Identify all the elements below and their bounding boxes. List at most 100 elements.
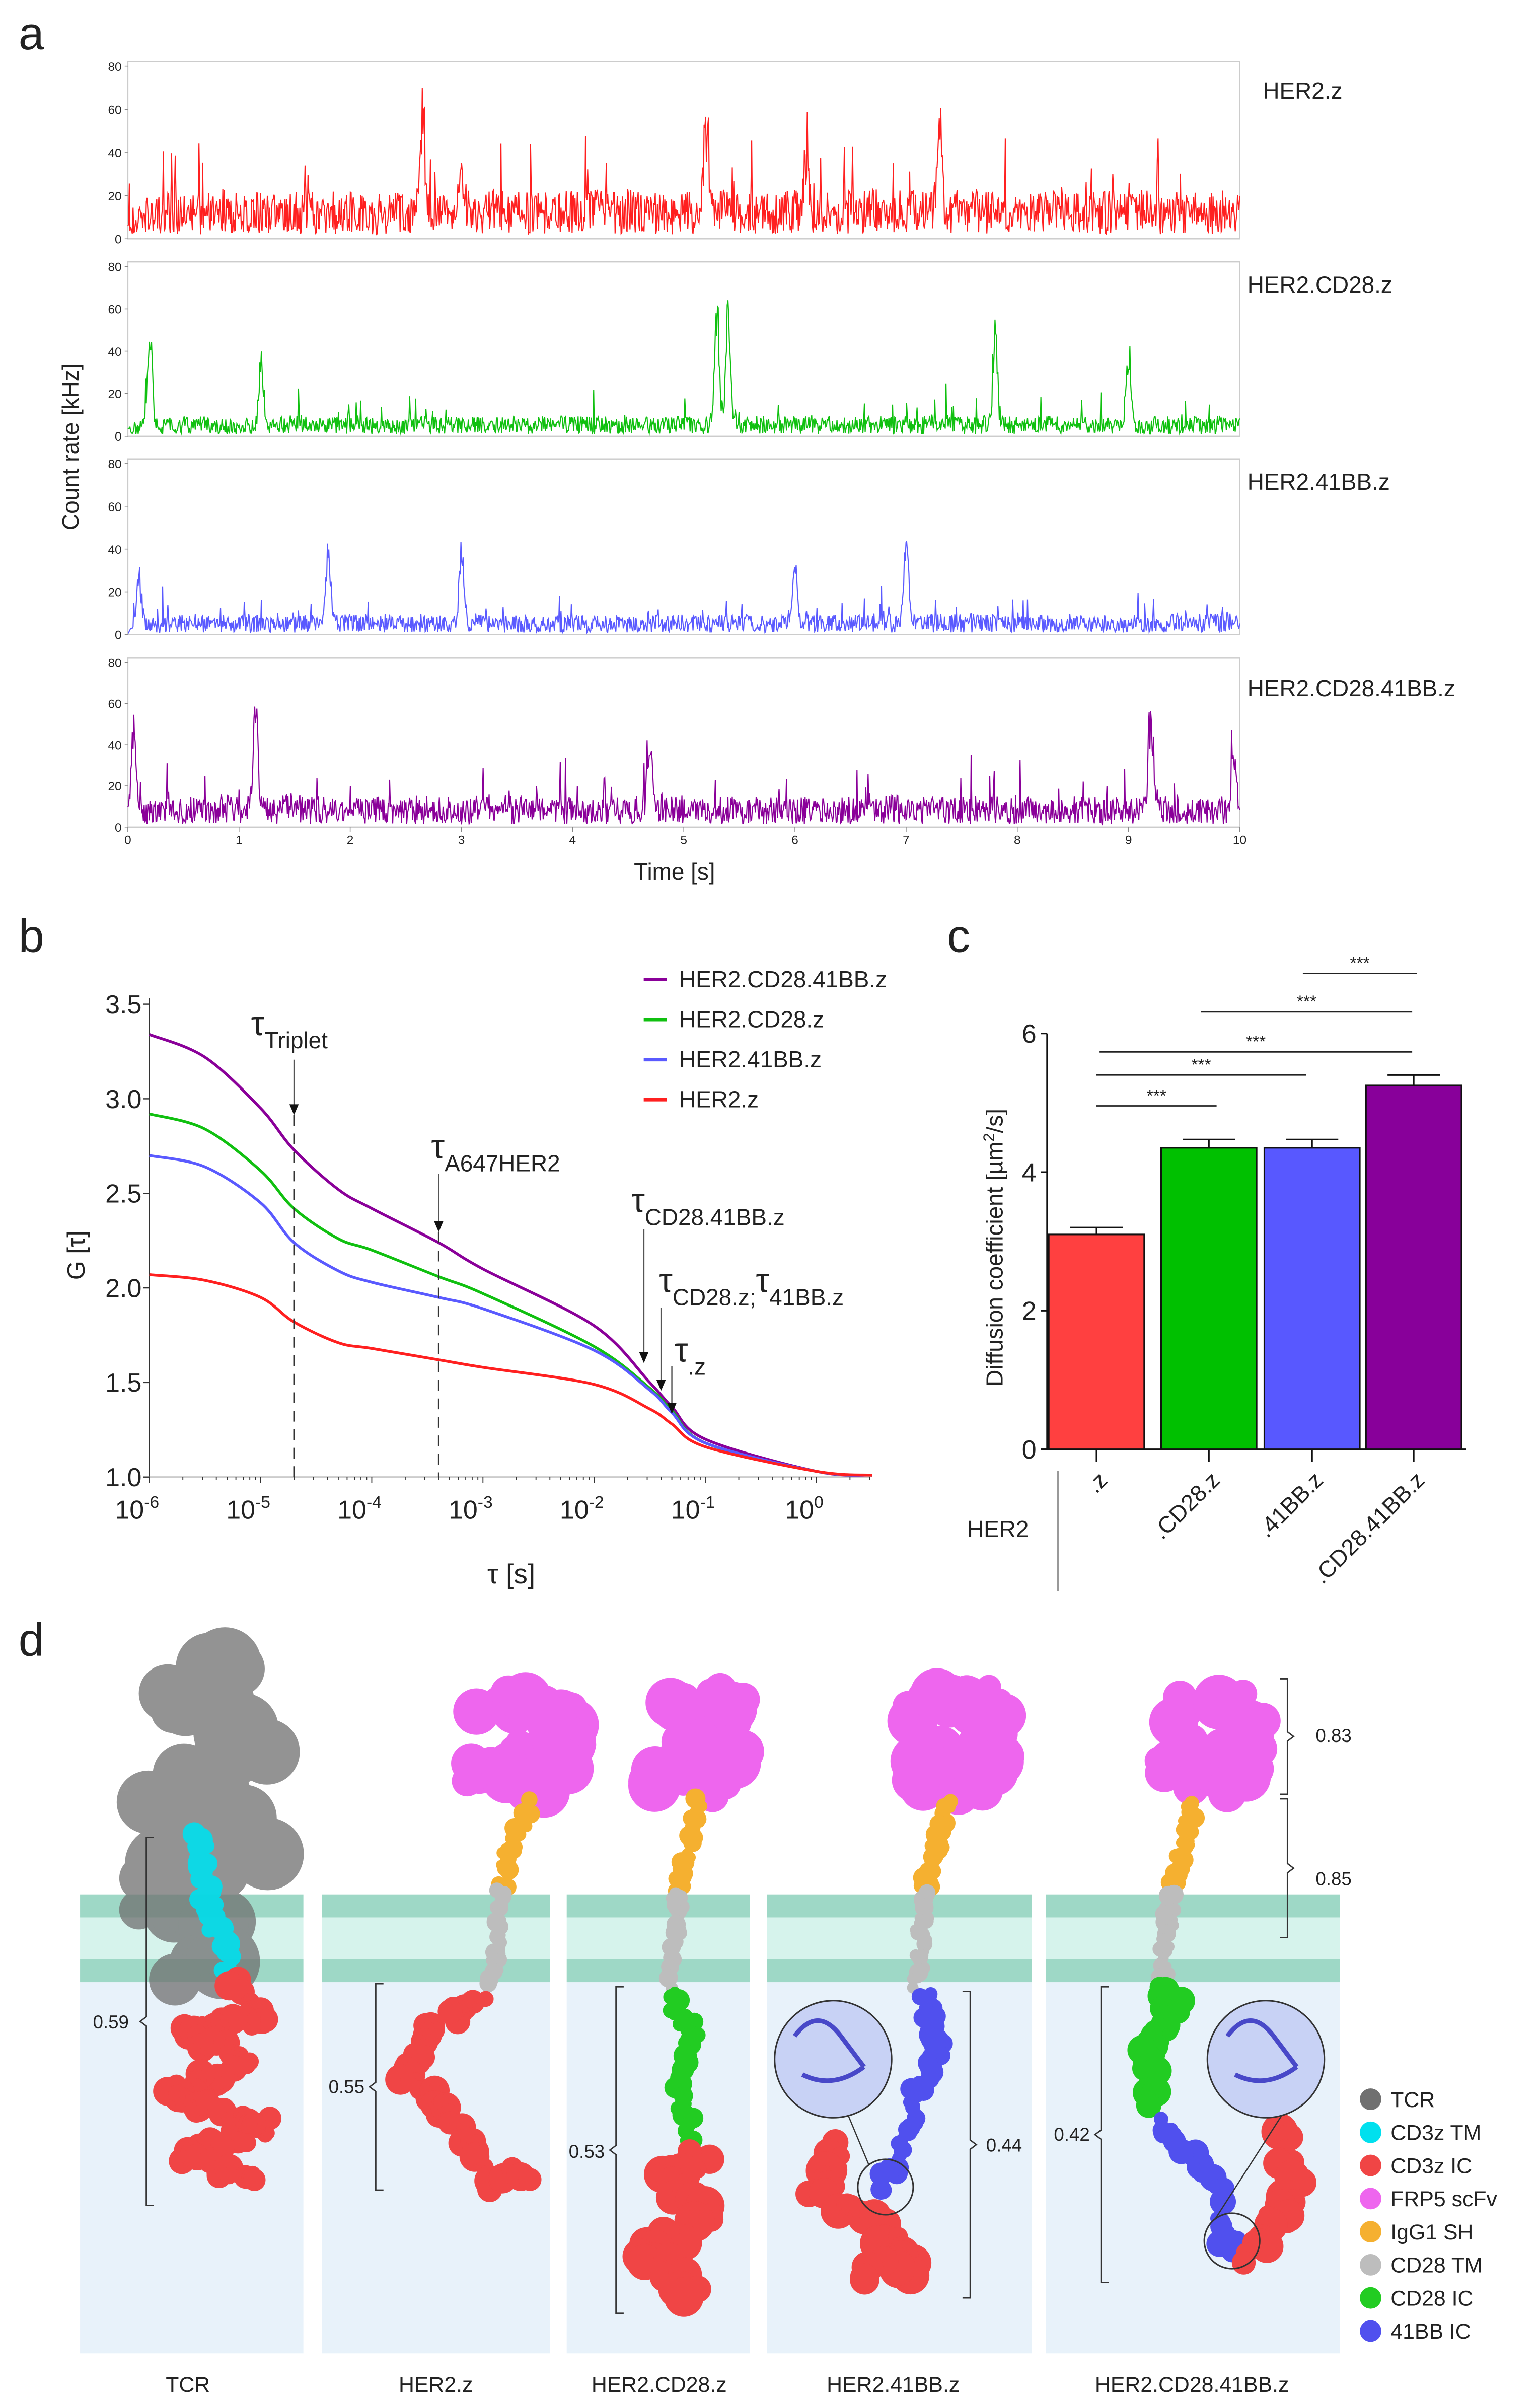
x-tick-label: 10-5	[226, 1493, 270, 1525]
x-tick-label: 10-6	[115, 1493, 159, 1525]
intracellular-domain-atom	[1250, 2229, 1284, 2263]
legend-label: CD3z IC	[1390, 2154, 1472, 2178]
distance-label-tcr: 0.59	[93, 2012, 129, 2033]
x-tick-exponent: -4	[366, 1493, 382, 1512]
y-tick-label: 1.0	[105, 1463, 141, 1492]
trace-frame	[127, 458, 1240, 635]
x-tick-exponent: -5	[255, 1493, 270, 1512]
zoom-inset-backbone	[792, 2018, 866, 2083]
legend-label: IgG1 SH	[1390, 2220, 1473, 2244]
intracellular-domain-atom	[518, 2168, 542, 2191]
x-tick-label: .41BB.z	[1252, 1467, 1328, 1542]
construct-label: HER2.CD28.41BB.z	[1095, 2373, 1289, 2395]
x-axis-label: Time [s]	[634, 858, 715, 885]
frp5-scfv-atom	[665, 1683, 702, 1719]
annotation-a647her2: τA647HER2	[431, 1128, 560, 1176]
y-tick-label: 0	[115, 430, 122, 444]
distance-label-scfv: 0.83	[1315, 1725, 1351, 1746]
panel-letter-d: d	[19, 1615, 44, 1666]
arrow-head-icon	[667, 1403, 677, 1414]
intracellular-domain-atom	[1218, 2201, 1232, 2215]
frp5-scfv-atom	[542, 1743, 594, 1794]
significance-label: ***	[1297, 993, 1316, 1011]
x-tick-base: 10	[560, 1495, 589, 1525]
y-tick-label: 1.5	[105, 1368, 141, 1398]
tau-symbol: τ	[431, 1128, 445, 1166]
igg1-hinge	[668, 1788, 708, 1900]
intracellular-domain-atom	[894, 2149, 907, 2162]
frp5-scfv	[887, 1668, 1026, 1815]
distance-bracket	[368, 1983, 384, 2191]
legend-swatch	[1360, 2221, 1381, 2243]
legend-label: TCR	[1390, 2088, 1435, 2112]
tau-symbol: τ	[659, 1262, 673, 1300]
y-tick-label: 0	[115, 629, 122, 642]
curve-HER2.CD28.41BB.z	[149, 1033, 872, 1477]
construct-label: HER2.z	[399, 2373, 473, 2395]
distance-bracket	[609, 1986, 624, 2314]
tau-symbol: τ	[631, 1182, 645, 1220]
y-tick-label: 6	[1022, 1020, 1037, 1049]
frp5-scfv	[1144, 1675, 1281, 1812]
y-axis-label-part: 2	[980, 1133, 997, 1141]
membrane-core	[1046, 1917, 1340, 1959]
x-tick-base: 10	[671, 1495, 700, 1525]
annotation-subscript: Triplet	[264, 1027, 328, 1053]
membrane-inner-leaflet	[1046, 1959, 1340, 1983]
x-tick-label: 100	[785, 1493, 824, 1525]
y-tick-label: 40	[108, 345, 121, 359]
bar-.41BB.z	[1263, 1147, 1361, 1450]
distance-label-her2_cd28_41bb_z: 0.42	[1054, 2124, 1089, 2145]
legend-swatch	[1360, 2188, 1381, 2210]
intracellular-domain-atom	[873, 2181, 892, 2200]
legend-label: FRP5 scFv	[1390, 2187, 1497, 2211]
legend-swatch	[1360, 2088, 1381, 2110]
legend-label: HER2.CD28.41BB.z	[679, 966, 887, 992]
x-tick-label: 10	[1233, 833, 1246, 847]
x-tick-base: 10	[785, 1495, 814, 1525]
annotation-cd28-41bb-z: τCD28.41BB.z	[631, 1182, 785, 1230]
y-tick-label: 2.5	[105, 1180, 141, 1209]
x-tick-label: 10-3	[449, 1493, 493, 1525]
y-tick-label: 2	[1022, 1297, 1037, 1326]
annotation-subscript: .z	[688, 1353, 706, 1380]
intracellular-domain-atom	[437, 1999, 463, 2024]
y-tick-label: 2.0	[105, 1274, 141, 1303]
y-tick-label: 80	[108, 60, 121, 74]
y-tick-label: 60	[108, 303, 121, 317]
x-tick-label: 5	[680, 833, 687, 847]
construct-label: HER2.41BB.z	[827, 2373, 960, 2395]
cd3z-ic-atom	[221, 2167, 238, 2185]
frp5-scfv-atom	[708, 1745, 739, 1776]
legend-label: HER2.CD28.z	[679, 1006, 824, 1032]
zoom-inset	[1206, 2000, 1326, 2119]
curve-HER2.41BB.z	[149, 1154, 872, 1477]
cd28-tm-atom	[918, 1899, 934, 1914]
trace-line-HER2.z	[127, 88, 1240, 236]
significance-label: ***	[1147, 1086, 1166, 1105]
y-tick-label: 20	[108, 190, 121, 203]
frp5-scfv-atom	[451, 1743, 491, 1784]
trace-label: HER2.41BB.z	[1248, 469, 1390, 495]
y-tick-label: 0	[115, 821, 122, 835]
panel-letter-b: b	[19, 911, 44, 962]
membrane-core	[767, 1917, 1032, 1959]
intracellular-domain	[1152, 2112, 1247, 2263]
legend-label: HER2.41BB.z	[679, 1046, 822, 1072]
cd3z-ic-atom	[241, 2118, 258, 2136]
y-axis-label: Count rate [kHz]	[57, 364, 84, 530]
significance-label: ***	[1350, 954, 1369, 973]
membrane-outer-leaflet	[767, 1894, 1032, 1918]
intracellular-domain-atom	[400, 2072, 416, 2088]
igg1-hinge-atom	[933, 1824, 945, 1836]
membrane-core	[322, 1917, 550, 1959]
cd28-tm-atom	[493, 1965, 504, 1976]
y-axis-label: G [τ]	[63, 1230, 90, 1280]
igg1-hinge	[1160, 1796, 1205, 1902]
legend-label: CD28 TM	[1390, 2254, 1482, 2278]
distance-bracket	[139, 1837, 154, 2206]
panel-a-count-rate-traces: 806040200HER2.z806040200HER2.CD28.z80604…	[57, 60, 1455, 885]
zoom-source-circle	[857, 2158, 914, 2216]
annotation-z: τ.z	[675, 1331, 706, 1380]
